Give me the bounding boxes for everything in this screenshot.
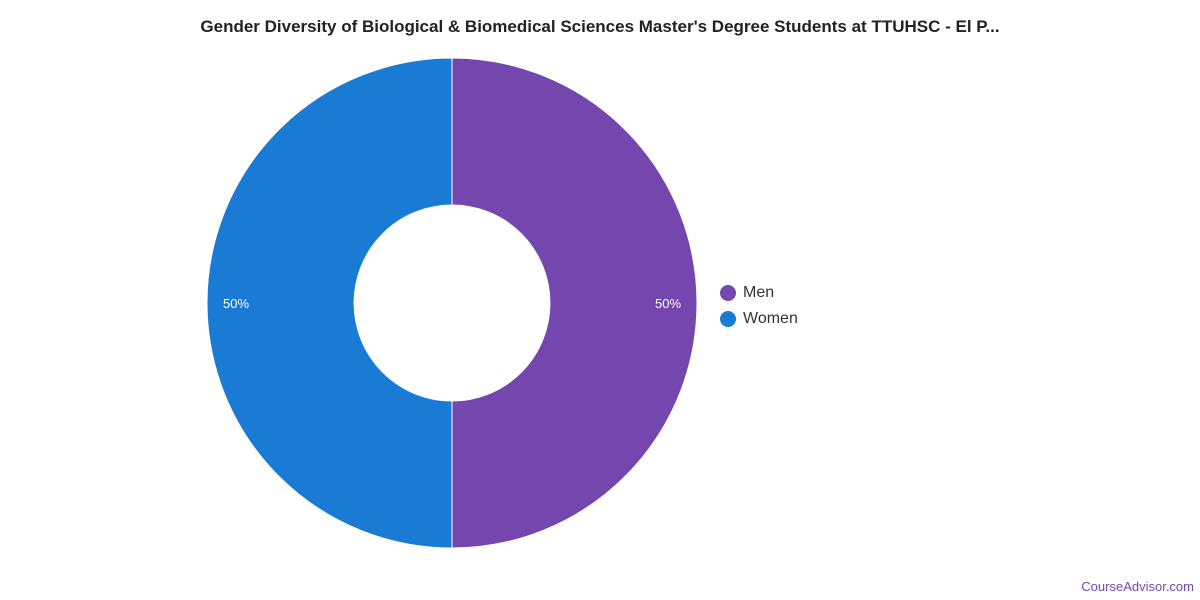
legend-label-women: Women — [743, 310, 798, 327]
slice-women[interactable] — [206, 57, 453, 549]
legend-swatch-women — [720, 311, 736, 327]
data-label-men: 50% — [655, 296, 681, 311]
legend-swatch-men — [720, 285, 736, 301]
data-label-women: 50% — [223, 296, 249, 311]
legend-label-men: Men — [743, 284, 775, 301]
chart-title: Gender Diversity of Biological & Biomedi… — [200, 17, 1000, 36]
legend-item-men[interactable]: Men — [720, 280, 798, 306]
slice-men[interactable] — [451, 57, 698, 549]
credit-link[interactable]: CourseAdvisor.com — [1081, 579, 1194, 594]
legend: Men Women — [720, 280, 798, 332]
legend-item-women[interactable]: Women — [720, 306, 798, 332]
